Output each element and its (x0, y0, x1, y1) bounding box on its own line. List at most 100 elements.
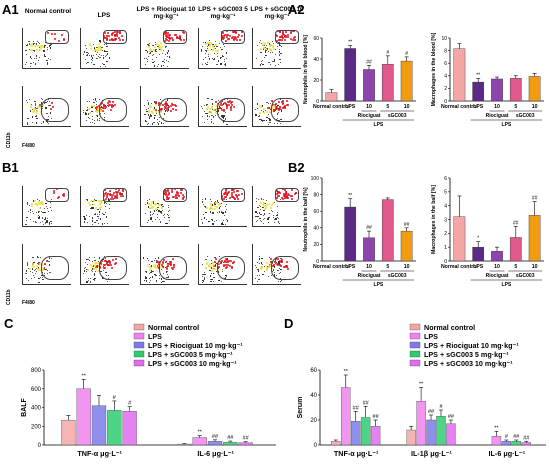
y-tick-label: 60 (310, 368, 317, 374)
flow-gate (45, 188, 69, 202)
x-tick-label: 5 (514, 104, 517, 110)
legend-label: Normal control (148, 323, 199, 332)
y-tick-label: 0 (316, 259, 319, 265)
flow-plot (80, 28, 129, 69)
y-tick-label: 6 (444, 61, 447, 67)
flow-gate (271, 98, 299, 122)
y-tick-label: 0 (38, 443, 42, 449)
flow-plot (22, 86, 71, 127)
y-tick-label: 8 (444, 48, 447, 54)
y-tick-label: 60 (313, 36, 319, 42)
significance-mark: ## (428, 409, 435, 415)
significance-mark: # (128, 401, 132, 407)
flow-plot (22, 244, 71, 285)
group-label-sgc003: sGC003 (388, 113, 407, 119)
y-axis-label: Serum (297, 397, 304, 419)
y-tick-label: 20 (313, 78, 319, 84)
legend-label: Normal control (424, 323, 475, 332)
flow-gate (103, 188, 127, 202)
significance-mark: ## (212, 434, 219, 440)
bar (350, 421, 361, 446)
bar (344, 48, 357, 102)
flow-x-axis-a1: F4/80 (22, 143, 35, 149)
flow-gate (217, 98, 245, 122)
legend-swatch (409, 341, 421, 349)
y-axis-label: BALF (21, 397, 28, 416)
x-tick-label: Normal control (313, 264, 350, 270)
flow-gate (41, 98, 69, 122)
flow-plot (80, 186, 129, 227)
y-tick-label: 60 (313, 209, 319, 215)
group-label-riociguat: Riociguat (486, 113, 509, 119)
group-label-lps: LPS (374, 282, 384, 288)
group-label-riociguat: Riociguat (358, 113, 381, 119)
y-tick-label: 80 (313, 192, 319, 198)
significance-mark: ** (344, 369, 349, 375)
y-axis-label: Macrophages in the balf [%] (431, 185, 437, 254)
col-header-sgc5: LPS + sGC003 5 mg·kg⁻¹ (198, 6, 248, 20)
group-label-sgc003: sGC003 (516, 113, 535, 119)
bar (341, 387, 351, 446)
y-tick-label: 100 (311, 176, 320, 182)
legend-label: LPS + sGC003 5 mg·kg⁻¹ (424, 350, 509, 359)
panel-label-d: D (284, 316, 294, 331)
x-tick-label: 10 (404, 104, 410, 110)
flow-plot (22, 28, 71, 69)
legend-swatch (409, 323, 421, 331)
bar (400, 230, 413, 262)
x-tick-label: 10 (532, 104, 538, 110)
legend-swatch (409, 350, 421, 358)
significance-mark: ## (353, 405, 360, 411)
significance-mark: ## (366, 225, 372, 231)
bar (453, 48, 466, 102)
flow-gate (41, 256, 69, 280)
y-tick-label: 40 (313, 226, 319, 232)
bar (446, 423, 456, 446)
col-header-normal: Normal control (24, 8, 72, 15)
bar (406, 429, 416, 446)
legend-label: LPS + sGC003 5 mg·kg⁻¹ (148, 350, 233, 359)
significance-mark: # (439, 404, 443, 410)
bar (177, 443, 192, 446)
legend-swatch (409, 359, 421, 367)
panel-label-b2: B2 (288, 160, 305, 175)
bar (370, 426, 381, 446)
x-tick-label: 10 (494, 104, 500, 110)
significance-mark: ## (523, 435, 530, 441)
group-label-lps: LPS (374, 122, 384, 128)
x-tick-label: LPS (473, 104, 484, 110)
y-tick-label: 4 (444, 74, 447, 80)
x-tick-label: IL-6 μg·L⁻¹ (197, 449, 234, 458)
y-tick-label: 0 (314, 443, 318, 449)
significance-mark: ## (363, 400, 370, 406)
y-tick-label: 2 (444, 86, 447, 92)
significance-mark: ## (373, 414, 380, 420)
y-tick-label: 0 (316, 99, 319, 105)
legend-label: LPS (424, 332, 438, 341)
y-tick-label: 5 (444, 190, 447, 196)
bar (509, 237, 522, 262)
group-label-sgc003: sGC003 (388, 273, 407, 279)
bar (107, 410, 122, 446)
x-tick-label: 5 (386, 104, 389, 110)
legend-label: LPS (148, 332, 162, 341)
y-tick-label: 800 (31, 368, 42, 374)
y-axis-label: Neutrophils in the balf [%] (303, 187, 309, 252)
flow-gate (159, 256, 187, 280)
flow-plot (252, 186, 301, 227)
significance-mark: ** (494, 425, 499, 431)
bar (400, 60, 413, 102)
flow-plot (198, 28, 247, 69)
x-tick-label: 10 (494, 264, 500, 270)
group-label-riociguat: Riociguat (486, 273, 509, 279)
chart-macrophages-balf: 0 1 2 3 4 5 6 Macrophages in the balf [%] Normal… (431, 176, 544, 288)
y-tick-label: 2 (444, 231, 447, 237)
significance-mark: ** (348, 39, 352, 45)
x-tick-label: 5 (386, 264, 389, 270)
legend-label: LPS + sGC003 10 mg·kg⁻¹ (148, 359, 237, 368)
y-tick-label: 40 (313, 57, 319, 63)
panel-label-b1: B1 (2, 160, 19, 175)
flow-plot (140, 28, 189, 69)
